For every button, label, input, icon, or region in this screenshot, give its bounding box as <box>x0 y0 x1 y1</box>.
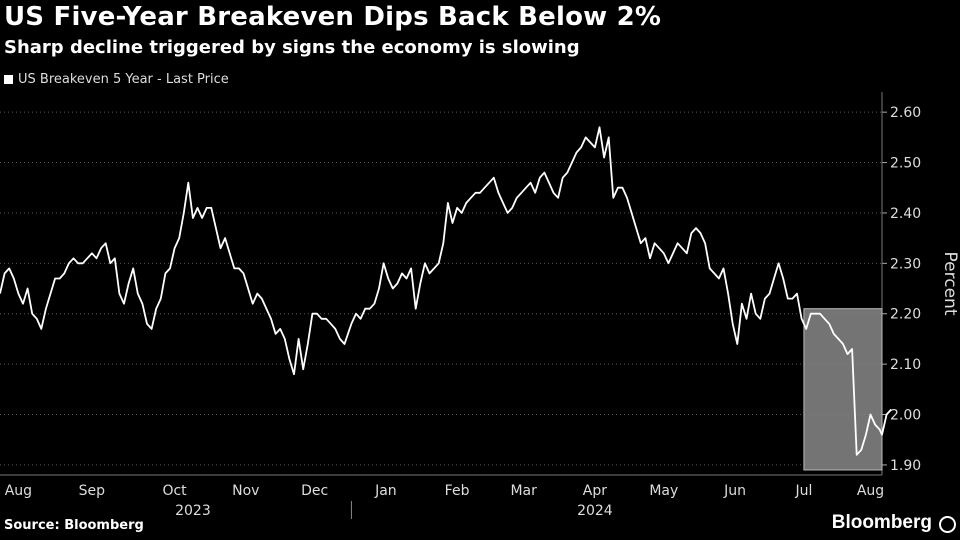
y-tick-label: 2.30 <box>890 256 921 272</box>
legend-swatch <box>4 75 13 84</box>
chart-subtitle: Sharp decline triggered by signs the eco… <box>4 37 580 58</box>
x-tick-label: Dec <box>301 483 328 499</box>
y-tick-label: 2.10 <box>890 357 921 373</box>
y-tick-label: 2.40 <box>890 206 921 222</box>
x-tick-label: Aug <box>5 483 32 499</box>
y-tick-label: 2.50 <box>890 156 921 172</box>
y-tick-label: 2.60 <box>890 105 921 121</box>
legend: US Breakeven 5 Year - Last Price <box>4 72 229 87</box>
year-label: 2024 <box>577 503 613 519</box>
legend-label: US Breakeven 5 Year - Last Price <box>18 72 229 87</box>
x-tick-label: May <box>649 483 678 499</box>
y-axis-label: Percent <box>940 252 960 316</box>
x-tick-label: Mar <box>510 483 537 499</box>
brand-icon <box>939 516 956 533</box>
x-tick-label: Apr <box>583 483 607 499</box>
brand-logo: Bloomberg <box>831 512 932 533</box>
x-tick-label: Jan <box>374 483 397 499</box>
y-tick-label: 2.00 <box>890 408 921 424</box>
series-line <box>0 126 892 456</box>
x-tick-label: Aug <box>857 483 884 499</box>
x-tick-label: Jul <box>794 483 812 499</box>
year-label: 2023 <box>175 503 211 519</box>
x-tick-label: Nov <box>232 483 259 499</box>
x-tick-label: Oct <box>162 483 187 499</box>
chart-title: US Five-Year Breakeven Dips Back Below 2… <box>4 2 662 32</box>
x-tick-label: Feb <box>445 483 470 499</box>
y-tick-label: 2.20 <box>890 307 921 323</box>
highlight-box <box>803 308 883 471</box>
x-tick-label: Jun <box>723 483 746 499</box>
x-tick-label: Sep <box>79 483 106 499</box>
source-note: Source: Bloomberg <box>4 518 144 533</box>
y-tick-label: 1.90 <box>890 458 921 474</box>
